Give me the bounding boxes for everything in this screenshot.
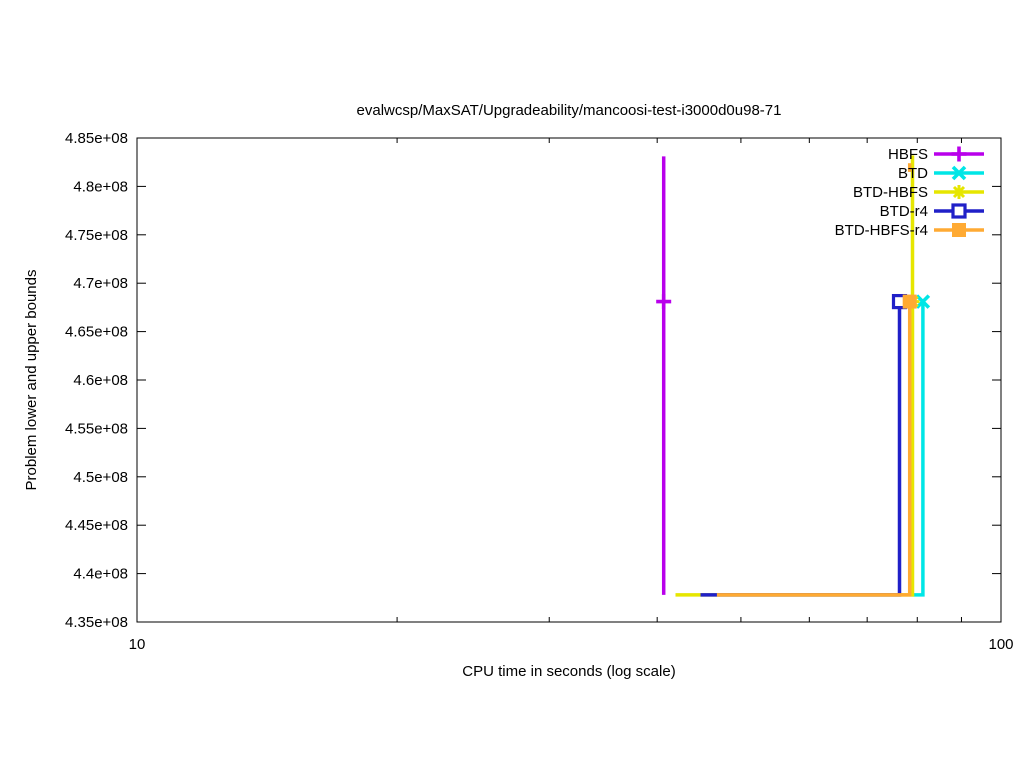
open-square-marker-icon: [951, 203, 967, 219]
legend-row-btd: BTD: [898, 165, 984, 182]
cross-marker-icon: [951, 165, 967, 181]
legend-label: BTD-r4: [880, 203, 928, 220]
series-btd-hbfs-r4: [716, 163, 917, 597]
legend-row-btd-hbfs-r4: BTD-HBFS-r4: [835, 222, 984, 239]
y-tick-label: 4.6e+08: [73, 372, 128, 389]
legend-row-hbfs: HBFS: [888, 146, 984, 163]
series-line: [700, 301, 902, 597]
chart-title: evalwcsp/MaxSAT/Upgradeability/mancoosi-…: [357, 102, 782, 119]
y-tick-label: 4.55e+08: [65, 420, 128, 437]
series-btd-r4: [700, 293, 908, 597]
series-line: [911, 301, 925, 597]
filled-square-marker-icon: [952, 223, 966, 237]
y-tick-label: 4.7e+08: [73, 275, 128, 292]
y-tick-label: 4.75e+08: [65, 227, 128, 244]
plus-marker-icon: [656, 294, 672, 310]
x-axis-label: CPU time in seconds (log scale): [462, 663, 675, 680]
series-line: [716, 301, 912, 597]
data-series: [656, 155, 931, 597]
cross-marker-icon: [915, 294, 931, 309]
legend-label: BTD-HBFS-r4: [835, 222, 928, 239]
y-tick-label: 4.5e+08: [73, 469, 128, 486]
filled-square-marker-icon: [902, 294, 917, 309]
y-tick-label: 4.8e+08: [73, 178, 128, 195]
plus-marker-icon: [951, 146, 967, 162]
y-axis-label: Problem lower and upper bounds: [23, 270, 40, 491]
series-btd: [911, 294, 931, 597]
legend-label: HBFS: [888, 146, 928, 163]
x-tick-label: 10: [129, 636, 146, 653]
axes: 4.35e+08 4.4e+08 4.45e+08 4.5e+08 4.55e+08 4.…: [65, 130, 1014, 653]
y-tick-label: 4.35e+08: [65, 614, 128, 631]
legend-row-btd-r4: BTD-r4: [880, 203, 984, 220]
y-tick-label: 4.4e+08: [73, 566, 128, 583]
x-tick-label: 100: [988, 636, 1013, 653]
y-tick-label: 4.65e+08: [65, 324, 128, 341]
legend-label: BTD: [898, 165, 928, 182]
legend-label: BTD-HBFS: [853, 184, 928, 201]
legend: HBFS BTD BTD-HBFS BTD-r4 BTD-HBFS-r4: [835, 146, 984, 239]
y-tick-label: 4.45e+08: [65, 517, 128, 534]
series-hbfs: [656, 156, 672, 595]
asterisk-marker-icon: [952, 185, 966, 199]
legend-row-btd-hbfs: BTD-HBFS: [853, 184, 984, 201]
plot-border: [136, 137, 1002, 623]
y-tick-label: 4.85e+08: [65, 130, 128, 147]
